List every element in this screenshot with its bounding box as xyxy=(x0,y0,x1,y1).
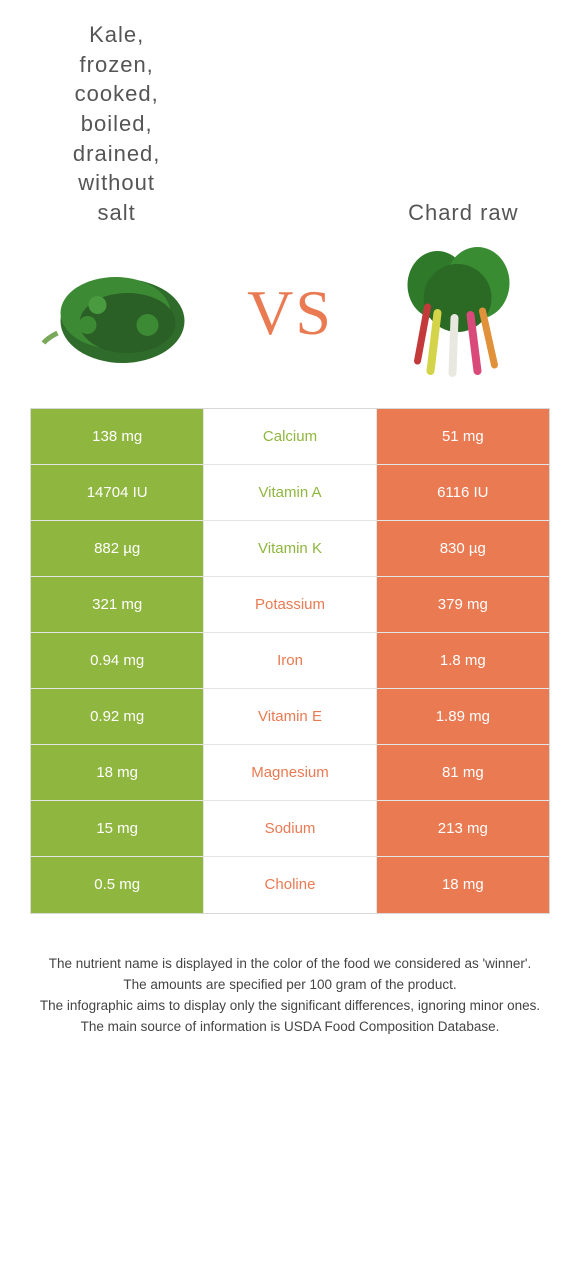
nutrient-name: Vitamin A xyxy=(204,465,375,520)
nutrient-name: Iron xyxy=(204,633,375,688)
value-left: 882 µg xyxy=(31,521,204,576)
table-row: 14704 IUVitamin A6116 IU xyxy=(31,465,549,521)
footer-line: The nutrient name is displayed in the co… xyxy=(20,954,560,975)
nutrient-name: Magnesium xyxy=(204,745,375,800)
nutrient-name: Potassium xyxy=(204,577,375,632)
nutrient-name: Calcium xyxy=(204,409,375,464)
table-row: 882 µgVitamin K830 µg xyxy=(31,521,549,577)
header-left: Kale,frozen,cooked,boiled,drained,withou… xyxy=(30,20,203,228)
table-row: 321 mgPotassium379 mg xyxy=(31,577,549,633)
value-right: 379 mg xyxy=(376,577,549,632)
value-right: 18 mg xyxy=(376,857,549,913)
chard-image xyxy=(380,243,545,383)
value-right: 51 mg xyxy=(376,409,549,464)
footer-line: The main source of information is USDA F… xyxy=(20,1017,560,1038)
table-row: 0.5 mgCholine18 mg xyxy=(31,857,549,913)
value-left: 138 mg xyxy=(31,409,204,464)
value-left: 14704 IU xyxy=(31,465,204,520)
comparison-table: 138 mgCalcium51 mg14704 IUVitamin A6116 … xyxy=(30,408,550,914)
header-right: Chard raw xyxy=(377,198,550,228)
kale-image xyxy=(35,243,200,383)
value-right: 213 mg xyxy=(376,801,549,856)
value-right: 81 mg xyxy=(376,745,549,800)
value-left: 0.94 mg xyxy=(31,633,204,688)
value-right: 6116 IU xyxy=(376,465,549,520)
footer-line: The infographic aims to display only the… xyxy=(20,996,560,1017)
table-row: 0.92 mgVitamin E1.89 mg xyxy=(31,689,549,745)
table-row: 18 mgMagnesium81 mg xyxy=(31,745,549,801)
value-left: 15 mg xyxy=(31,801,204,856)
value-right: 1.8 mg xyxy=(376,633,549,688)
nutrient-name: Vitamin E xyxy=(204,689,375,744)
value-left: 18 mg xyxy=(31,745,204,800)
header: Kale,frozen,cooked,boiled,drained,withou… xyxy=(0,0,580,228)
table-row: 0.94 mgIron1.8 mg xyxy=(31,633,549,689)
food-title-right: Chard raw xyxy=(377,198,550,228)
value-right: 830 µg xyxy=(376,521,549,576)
food-title-left: Kale,frozen,cooked,boiled,drained,withou… xyxy=(30,20,203,228)
nutrient-name: Vitamin K xyxy=(204,521,375,576)
vs-label: VS xyxy=(247,276,333,350)
table-row: 138 mgCalcium51 mg xyxy=(31,409,549,465)
value-left: 0.92 mg xyxy=(31,689,204,744)
hero-row: VS xyxy=(0,228,580,408)
nutrient-name: Choline xyxy=(204,857,375,913)
table-row: 15 mgSodium213 mg xyxy=(31,801,549,857)
nutrient-name: Sodium xyxy=(204,801,375,856)
footer-notes: The nutrient name is displayed in the co… xyxy=(0,914,580,1068)
value-left: 0.5 mg xyxy=(31,857,204,913)
value-right: 1.89 mg xyxy=(376,689,549,744)
footer-line: The amounts are specified per 100 gram o… xyxy=(20,975,560,996)
value-left: 321 mg xyxy=(31,577,204,632)
